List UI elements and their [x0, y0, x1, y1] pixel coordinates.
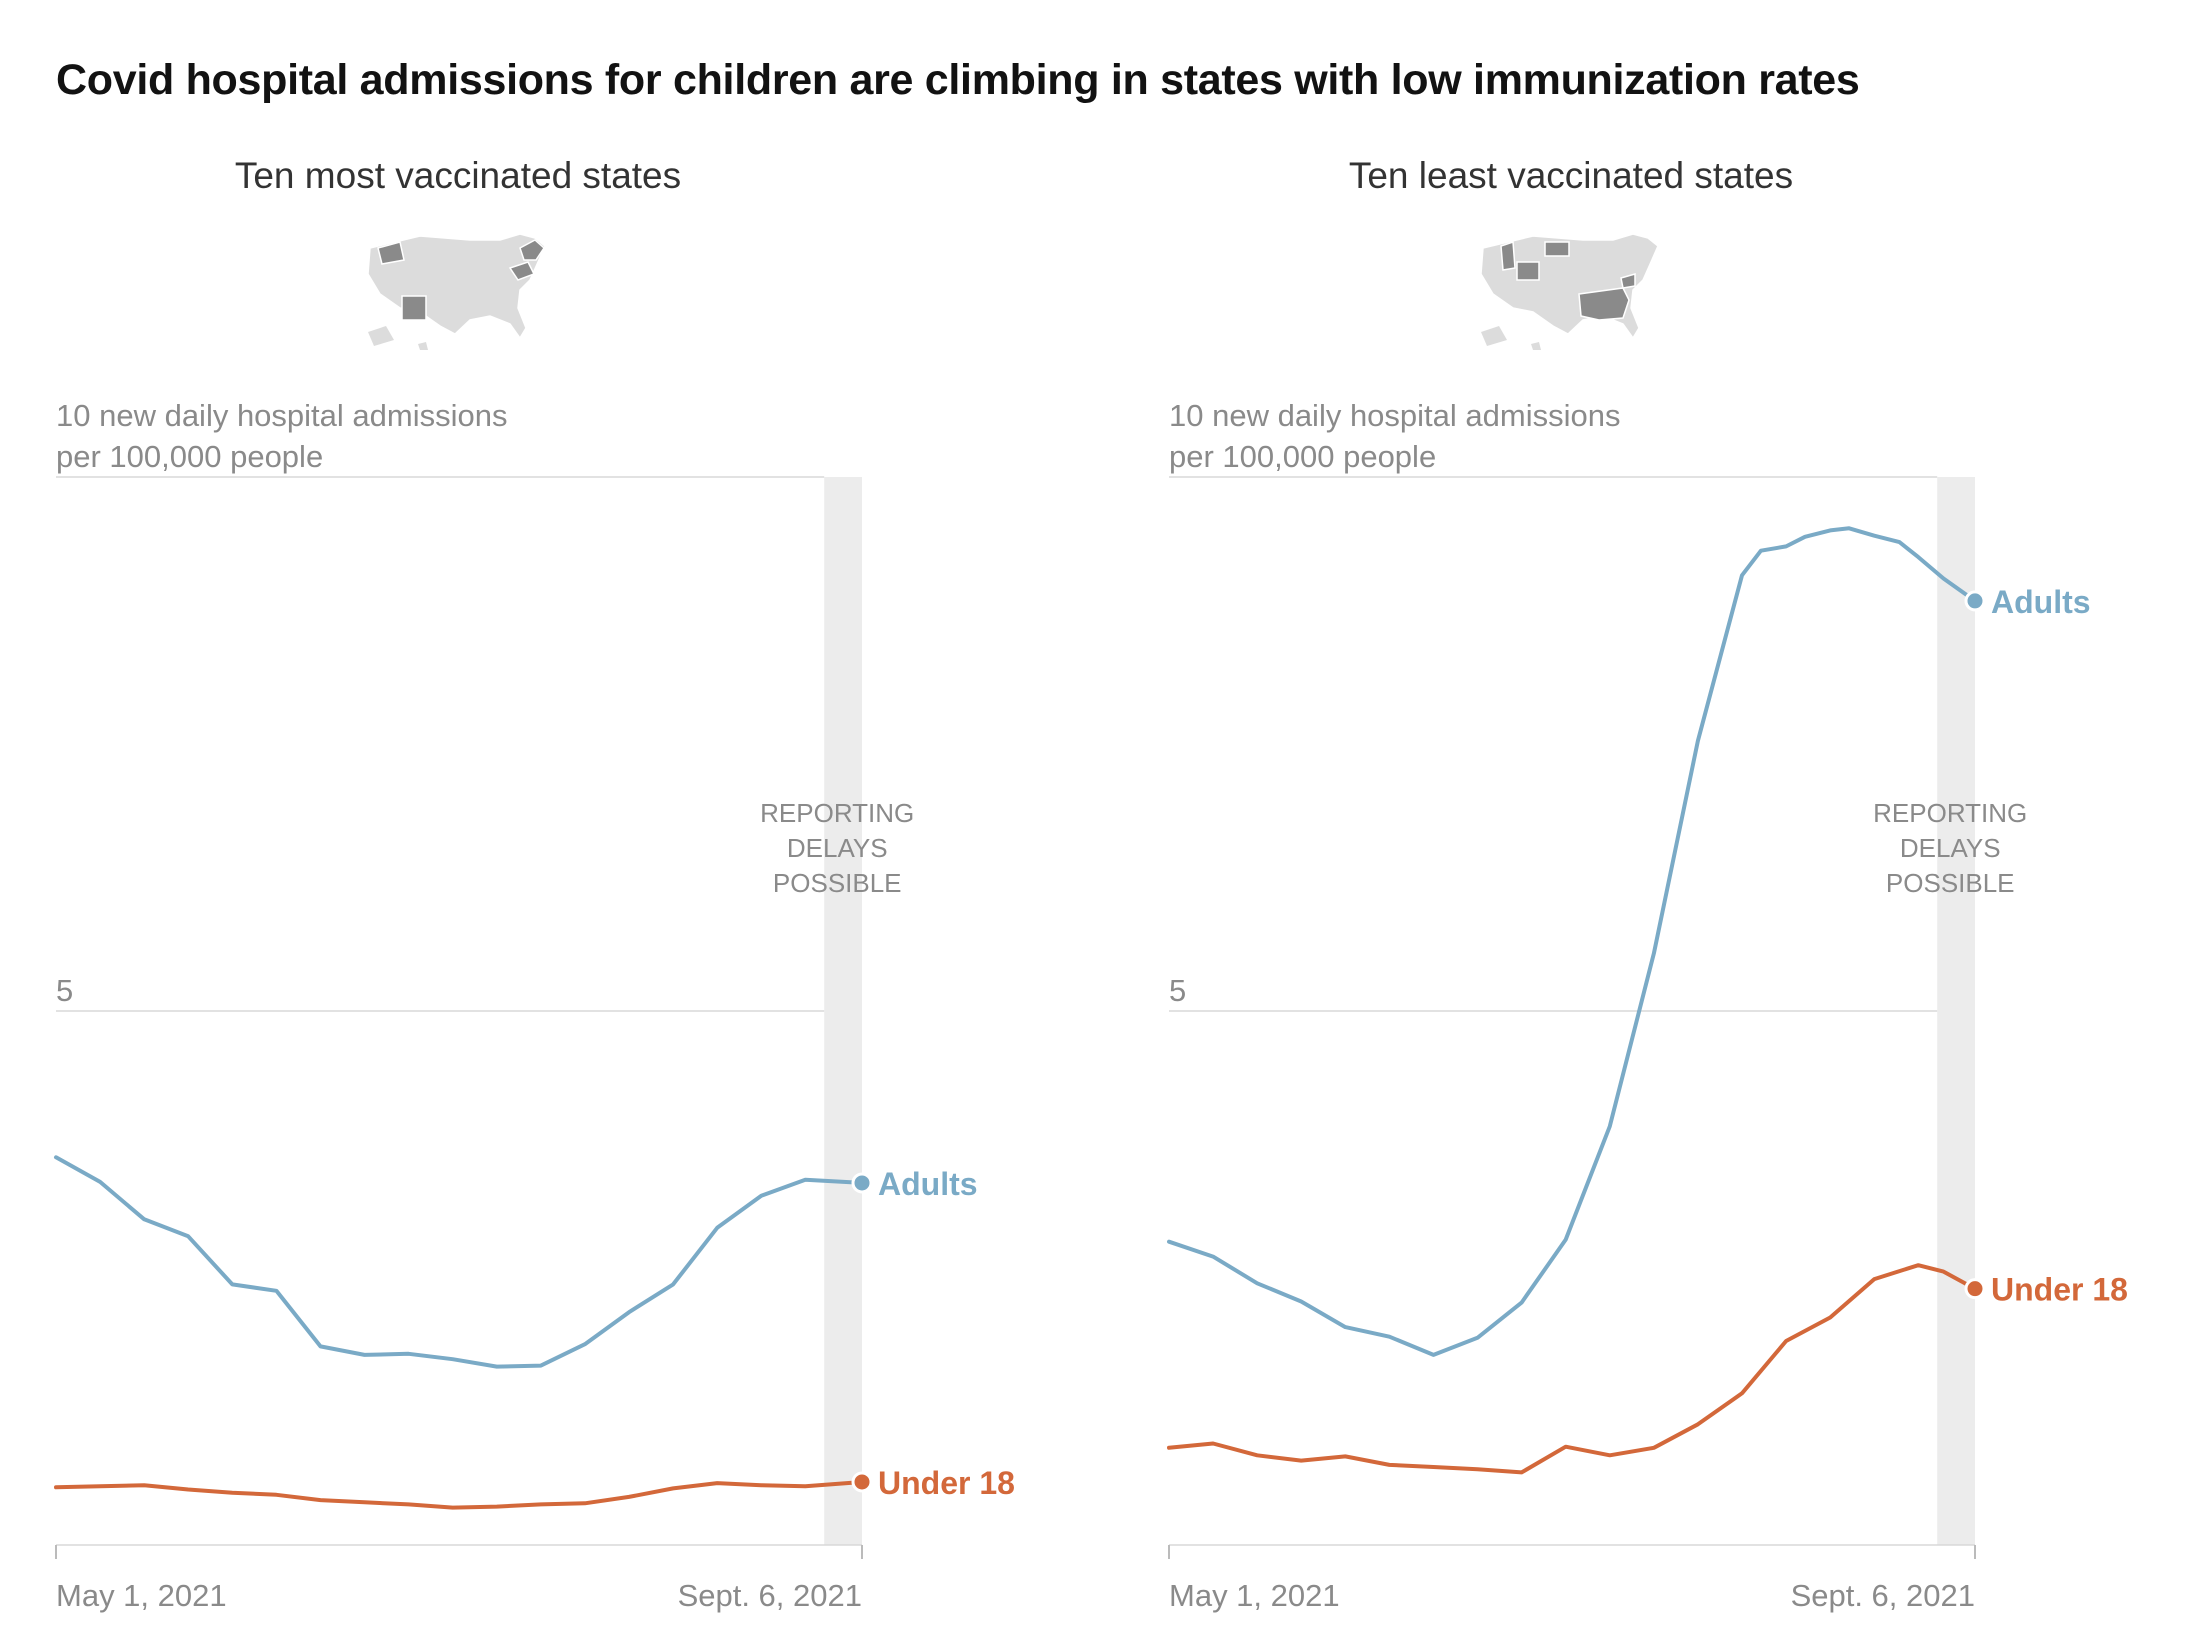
reporting-delay-annotation: DELAYS [787, 833, 888, 863]
series-line-under-18 [54, 1480, 864, 1510]
x-tick-label-end: Sept. 6, 2021 [678, 1578, 862, 1613]
panel-title: Ten least vaccinated states [1348, 155, 1794, 196]
y-tick-label: 5 [56, 973, 73, 1008]
line-chart-most-vaccinated: 5 May 1, 2021 Sept. 6, 2021 REPORTING DELAYS… [54, 476, 1015, 1613]
series-end-point [851, 1172, 873, 1194]
us-map-most-vaccinated-icon [360, 228, 560, 363]
x-tick-label-start: May 1, 2021 [56, 1578, 227, 1613]
reporting-delay-band [824, 477, 862, 1545]
series-label: Under 18 [1991, 1272, 2128, 1308]
series-line-under-18 [1167, 1263, 1977, 1475]
y-axis-label: 10 new daily hospital admissions per 100… [56, 395, 507, 477]
series-label: Under 18 [878, 1465, 1015, 1501]
reporting-delay-band [1937, 477, 1975, 1545]
series-line-adults [54, 1155, 864, 1369]
y-axis-label-line1: 10 new daily hospital admissions [1169, 398, 1621, 433]
reporting-delay-annotation: POSSIBLE [773, 868, 902, 898]
y-tick-label: 5 [1169, 973, 1186, 1008]
x-tick-label-start: May 1, 2021 [1169, 1578, 1340, 1613]
series-label: Adults [1991, 584, 2091, 620]
series-end-point [1964, 1278, 1986, 1300]
y-axis-label-line2: per 100,000 people [56, 439, 324, 474]
series-end-point [1964, 590, 1986, 612]
line-chart-least-vaccinated: 5 May 1, 2021 Sept. 6, 2021 REPORTING DELAYS… [1167, 476, 2128, 1613]
panel-most-vaccinated: Ten most vaccinated states 10 new daily … [0, 0, 1015, 1634]
panel-title: Ten most vaccinated states [234, 155, 682, 196]
series-line-adults [1167, 526, 1977, 1357]
y-axis-label-line2: per 100,000 people [1169, 439, 1437, 474]
y-axis-label-line1: 10 new daily hospital admissions [56, 398, 508, 433]
reporting-delay-annotation: POSSIBLE [1886, 868, 2015, 898]
x-tick-label-end: Sept. 6, 2021 [1791, 1578, 1975, 1613]
reporting-delay-annotation: REPORTING [1873, 798, 2027, 828]
y-axis-label: 10 new daily hospital admissions per 100… [1169, 395, 1620, 477]
reporting-delay-annotation: REPORTING [760, 798, 914, 828]
chart-title: Covid hospital admissions for children a… [56, 56, 1860, 104]
us-map-least-vaccinated-icon [1473, 228, 1673, 363]
series-label: Adults [878, 1166, 978, 1202]
series-end-point [851, 1471, 873, 1493]
panel-least-vaccinated: Ten least vaccinated states 10 new daily… [1113, 0, 2128, 1634]
reporting-delay-annotation: DELAYS [1900, 833, 2001, 863]
